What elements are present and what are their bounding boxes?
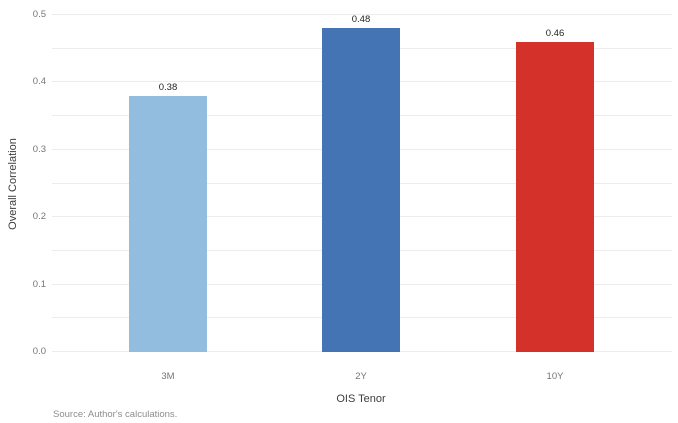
- x-tick-label: 3M: [161, 371, 175, 382]
- source-note: Source: Author's calculations.: [53, 409, 178, 420]
- bar-2y: [322, 28, 400, 352]
- bar-value-label: 0.48: [351, 14, 371, 26]
- bar-value-label: 0.46: [545, 27, 565, 39]
- y-tick-label: 0.0: [32, 346, 46, 357]
- x-tick-label: 10Y: [546, 371, 564, 382]
- y-tick-label: 0.2: [32, 211, 46, 223]
- gridline: [52, 14, 672, 15]
- y-tick-label: 0.1: [32, 278, 46, 290]
- bar-10y: [516, 41, 594, 352]
- x-tick-label: 2Y: [355, 371, 367, 382]
- plot-area: 0.38 0.48 0.46: [52, 14, 672, 352]
- bar-value-label: 0.38: [158, 81, 178, 93]
- y-tick-label: 0.4: [32, 76, 46, 88]
- x-axis-title: OIS Tenor: [336, 393, 386, 405]
- y-tick-label: 0.3: [32, 143, 46, 155]
- y-tick-label: 0.5: [32, 9, 46, 20]
- bar-3m: [129, 95, 207, 352]
